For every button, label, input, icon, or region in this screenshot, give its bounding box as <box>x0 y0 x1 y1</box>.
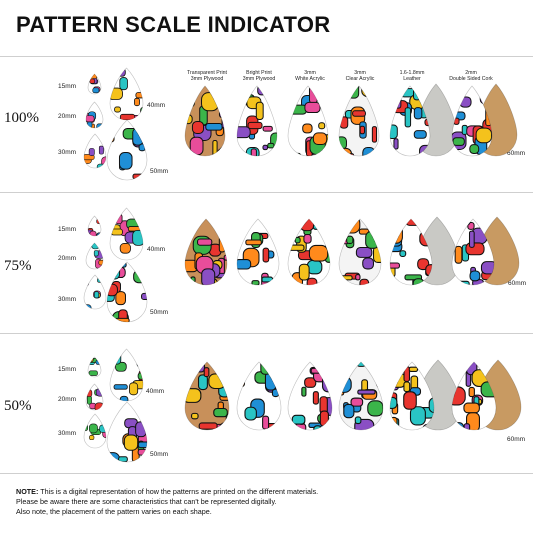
material-header: Bright Print 3mm Plywood <box>242 70 276 82</box>
pattern-drop <box>109 348 144 402</box>
pattern-drop <box>451 85 493 157</box>
size-label: 50mm <box>150 451 169 458</box>
pattern-drop <box>287 218 331 286</box>
pattern-drop <box>287 85 329 157</box>
note-line: Please be aware there are some character… <box>16 496 277 506</box>
pattern-drop <box>236 361 282 431</box>
pattern-drop <box>109 67 144 121</box>
size-label: 40mm <box>147 246 166 253</box>
size-label: 30mm <box>58 296 77 303</box>
size-label: 15mm <box>58 366 77 373</box>
material-header: 1.6-1.8mm Leather <box>399 70 425 82</box>
pattern-drop <box>338 218 382 286</box>
size-label: 40mm <box>147 102 166 109</box>
pattern-drop <box>106 401 148 463</box>
pattern-drop <box>83 133 107 169</box>
size-label: 20mm <box>58 113 77 120</box>
scale-percent: 50% <box>4 398 32 414</box>
pattern-drop <box>106 261 148 323</box>
material-header: 2mm Double Sided Cork <box>449 70 493 82</box>
pattern-drop <box>106 119 148 181</box>
size-label: 30mm <box>58 149 77 156</box>
size-label: 50mm <box>150 168 169 175</box>
material-header: Transparent Print 3mm Plywood <box>187 70 227 82</box>
divider <box>0 333 533 334</box>
material-header: 3mm Clear Acrylic <box>345 70 375 82</box>
pattern-drop <box>85 242 104 270</box>
pattern-drop <box>184 85 226 157</box>
divider <box>0 192 533 193</box>
size-label: 30mm <box>58 430 77 437</box>
pattern-drop <box>236 218 280 286</box>
pattern-drop <box>184 361 230 431</box>
note-line: This is a digital representation of how … <box>38 487 319 496</box>
size-label: 40mm <box>146 388 165 395</box>
page-title: PATTERN SCALE INDICATOR <box>16 12 331 37</box>
pattern-drop <box>83 413 107 449</box>
size-label: 15mm <box>58 226 77 233</box>
divider <box>0 473 533 474</box>
pattern-drop <box>87 73 102 95</box>
pattern-drop <box>338 361 384 431</box>
pattern-drop <box>85 383 104 411</box>
pattern-drop <box>109 207 144 261</box>
size-label: 60mm <box>508 280 527 287</box>
divider <box>0 56 533 57</box>
size-label: 20mm <box>58 396 77 403</box>
pattern-drop <box>451 361 497 431</box>
pattern-drop <box>389 218 433 286</box>
size-label: 15mm <box>58 83 77 90</box>
material-header: 3mm White Acrylic <box>295 70 325 82</box>
pattern-drop <box>389 85 431 157</box>
note-label: NOTE: <box>16 487 39 496</box>
note-text: NOTE: This is a digital representation o… <box>16 487 318 516</box>
pattern-drop <box>85 101 104 129</box>
pattern-drop <box>87 356 102 378</box>
size-label: 20mm <box>58 255 77 262</box>
pattern-drop <box>338 85 380 157</box>
pattern-drop <box>389 361 435 431</box>
scale-percent: 100% <box>4 110 39 126</box>
pattern-drop <box>451 218 495 286</box>
pattern-drop <box>184 218 228 286</box>
scale-percent: 75% <box>4 258 32 274</box>
note-line: Also note, the placement of the pattern … <box>16 506 212 516</box>
size-label: 60mm <box>507 150 526 157</box>
size-label: 50mm <box>150 309 169 316</box>
pattern-drop <box>236 85 278 157</box>
pattern-drop <box>83 274 107 310</box>
pattern-drop <box>87 215 102 237</box>
pattern-drop <box>287 361 333 431</box>
size-label: 60mm <box>507 436 526 443</box>
